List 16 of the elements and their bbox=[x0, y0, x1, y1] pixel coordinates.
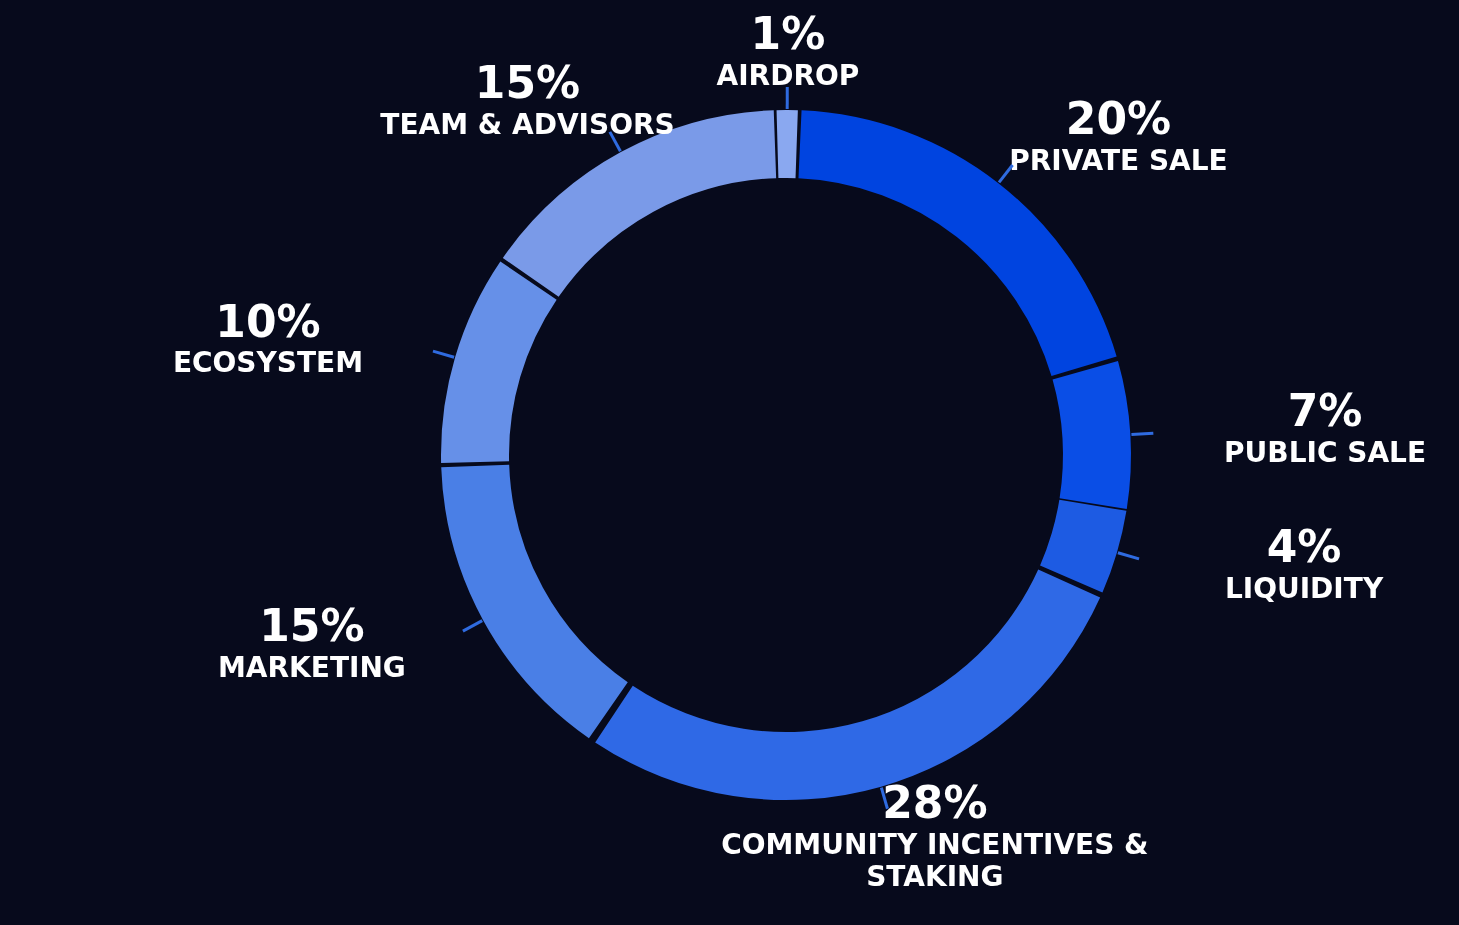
data-label: 7% bbox=[1287, 384, 1363, 436]
data-label: 1% bbox=[750, 8, 826, 60]
data-label: 15% bbox=[259, 599, 365, 651]
slice-label: PUBLIC SALE bbox=[1224, 435, 1427, 469]
data-label: 28% bbox=[882, 776, 988, 828]
slice-label: AIRDROP bbox=[716, 59, 860, 93]
slice-label: TEAM & ADVISORS bbox=[380, 108, 675, 142]
slice-label: COMMUNITY INCENTIVES & STAKING bbox=[721, 827, 1149, 893]
data-label: 4% bbox=[1266, 521, 1342, 573]
data-label: 20% bbox=[1065, 93, 1172, 145]
data-label: 15% bbox=[474, 57, 581, 109]
data-label: 10% bbox=[215, 295, 321, 347]
slice-label: LIQUIDITY bbox=[1224, 572, 1384, 606]
slice-label: ECOSYSTEM bbox=[172, 346, 364, 380]
slice-label: MARKETING bbox=[217, 650, 406, 684]
slice-label: PRIVATE SALE bbox=[1009, 144, 1228, 178]
